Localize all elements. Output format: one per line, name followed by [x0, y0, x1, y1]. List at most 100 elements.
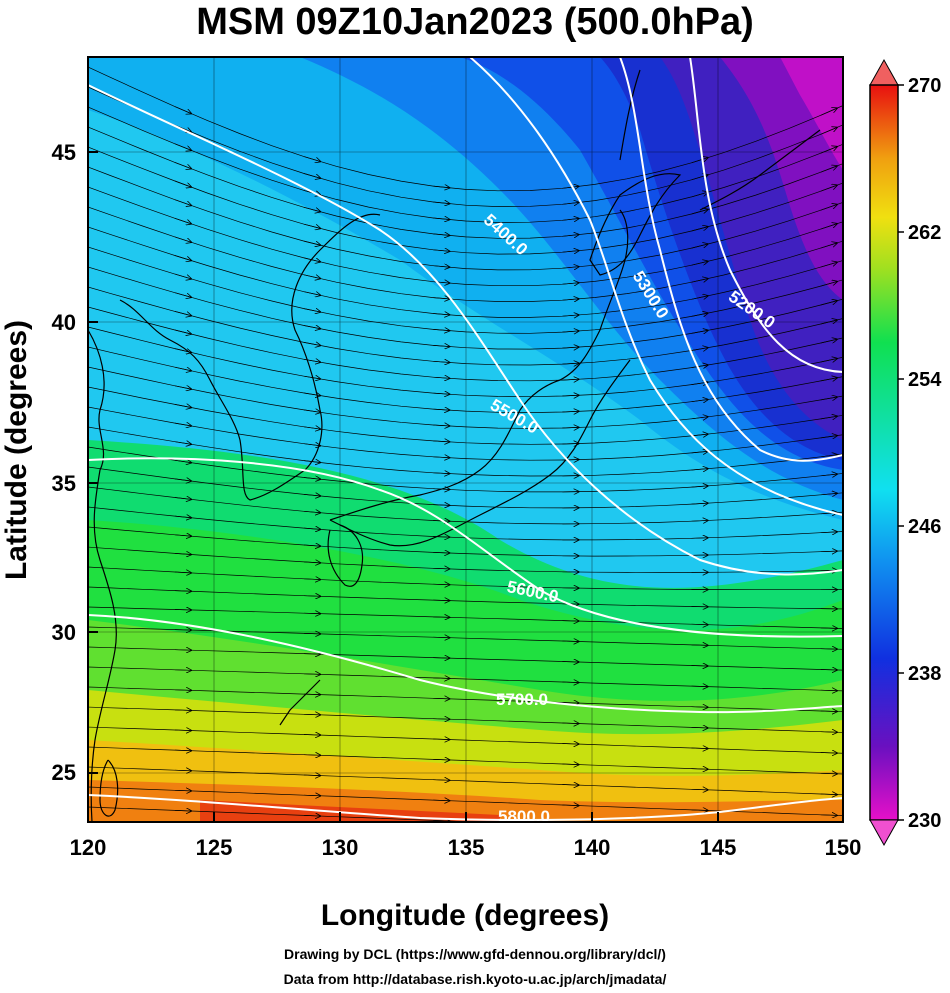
wind-arrow [820, 166, 837, 173]
wind-arrow [174, 311, 191, 315]
wind-arrow [820, 185, 837, 192]
wind-arrow [691, 538, 708, 539]
wind-arrow [303, 735, 320, 736]
streamline [88, 546, 843, 573]
wind-arrow [820, 147, 837, 154]
wind-arrow [691, 365, 708, 368]
streamline [88, 746, 843, 775]
wind-arrow [174, 690, 191, 691]
y-axis-label: Latitude (degrees) [0, 320, 33, 580]
x-tick-label: 150 [825, 835, 862, 860]
wind-arrow [303, 596, 320, 597]
wind-arrow [691, 158, 708, 164]
x-axis-label: Longitude (degrees) [321, 899, 609, 932]
wind-arrow [433, 345, 449, 346]
wind-arrow [691, 434, 708, 436]
wind-arrow [303, 633, 320, 634]
wind-arrow [820, 753, 837, 754]
wind-arrow [820, 301, 837, 306]
wind-arrow [433, 658, 449, 659]
colorbar-tick-label: 230 [908, 810, 941, 832]
streamline [88, 566, 843, 591]
wind-arrow [562, 826, 578, 827]
wind-arrow [303, 579, 320, 580]
wind-arrow [175, 851, 191, 852]
wind-arrow [174, 460, 191, 462]
x-tick-label: 145 [700, 835, 737, 860]
wind-arrow [691, 451, 708, 453]
streamline [88, 86, 843, 207]
wind-arrow [691, 727, 708, 728]
wind-arrow [562, 331, 578, 332]
wind-arrow [174, 670, 191, 671]
wind-arrow [303, 755, 320, 756]
wind-arrow [691, 261, 708, 266]
wind-arrow [174, 553, 191, 554]
y-tick-label: 25 [52, 760, 76, 785]
wind-arrow [303, 714, 320, 715]
credit-drawing: Drawing by DCL (https://www.gfd-dennou.o… [284, 946, 666, 962]
wind-arrow [433, 780, 449, 781]
wind-arrow [433, 298, 449, 299]
wind-arrow [303, 654, 320, 655]
wind-arrow [433, 361, 449, 362]
colorbar-tick-label: 262 [908, 222, 941, 244]
wind-arrow [303, 528, 320, 529]
y-tick-label: 30 [52, 620, 76, 645]
wind-arrow [820, 493, 837, 494]
wind-arrow [820, 282, 837, 287]
wind-arrow [562, 723, 578, 724]
wind-arrow [433, 202, 449, 204]
wind-arrow [820, 378, 837, 381]
streamline [88, 506, 843, 541]
wind-arrow [692, 831, 708, 832]
wind-arrow [303, 173, 320, 179]
wind-arrow [433, 568, 449, 569]
wind-arrow [303, 309, 320, 312]
y-tick-label: 35 [52, 471, 76, 496]
wind-arrow [562, 186, 578, 188]
streamline [88, 406, 843, 461]
wind-arrow [691, 296, 708, 299]
wind-arrow [692, 872, 708, 873]
wind-arrow [174, 770, 191, 771]
wind-arrow [303, 274, 320, 279]
wind-arrow [820, 815, 837, 816]
wind-arrow [562, 283, 578, 284]
wind-arrow [433, 266, 449, 267]
wind-arrow [174, 516, 191, 518]
wind-arrow [433, 218, 449, 220]
wind-arrow [303, 795, 320, 796]
streamline [88, 606, 843, 629]
wind-arrow [820, 128, 837, 135]
wind-arrow [304, 856, 320, 857]
wind-arrow [820, 711, 837, 712]
wind-arrow [820, 474, 837, 476]
wind-arrow [174, 650, 191, 651]
wind-arrow [433, 698, 449, 699]
streamline [88, 586, 843, 610]
streamline [88, 766, 843, 796]
wind-arrow [691, 748, 708, 749]
wind-arrow [174, 423, 191, 426]
wind-arrow [303, 478, 320, 480]
wind-arrow [562, 805, 578, 806]
wind-arrow [820, 794, 837, 795]
colorbar-tick-label: 254 [908, 369, 942, 391]
streamline [88, 446, 843, 493]
wind-arrow [820, 224, 837, 230]
wind-arrow [562, 267, 578, 269]
streamline [88, 726, 843, 754]
streamline [88, 706, 843, 733]
wind-arrow [174, 236, 191, 242]
wind-arrow [562, 251, 578, 253]
wind-arrow [562, 867, 578, 868]
streamline [88, 466, 843, 509]
contour-label-5700: 5700.0 [496, 690, 548, 709]
contour-label-5800: 5800.0 [498, 807, 550, 826]
wind-arrow [174, 180, 191, 187]
wind-arrow [303, 240, 320, 245]
wind-arrow [562, 744, 578, 745]
x-tick-label: 135 [448, 835, 485, 860]
